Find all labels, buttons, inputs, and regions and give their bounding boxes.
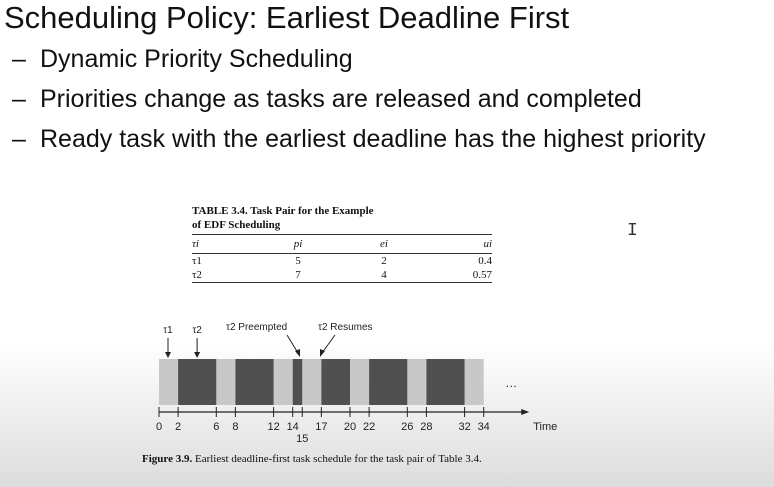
tick-label: 12	[267, 421, 279, 433]
preempted-label: τ2 Preempted	[226, 322, 287, 333]
resumes-arrowhead	[320, 349, 325, 357]
table-cell: τ1	[192, 255, 202, 267]
table-row: τ1 5 2 0.4	[192, 254, 492, 269]
tick-label: 15	[296, 433, 308, 445]
tick-label: 17	[315, 421, 327, 433]
table-header-row: τi pi ei ui	[192, 234, 492, 254]
release-label: τ2	[192, 325, 202, 336]
axis-label: Time	[533, 421, 557, 433]
table-cell: 4	[381, 269, 387, 281]
tau2-segment	[321, 359, 350, 405]
tau1-segment	[302, 359, 322, 405]
tau2-segment	[369, 359, 408, 405]
release-arrowhead	[165, 352, 171, 358]
table-cell: 5	[295, 255, 301, 267]
slide-title: Scheduling Policy: Earliest Deadline Fir…	[4, 0, 570, 35]
bullet-item: – Dynamic Priority Scheduling	[12, 42, 766, 76]
table-cell: 0.57	[472, 269, 492, 281]
table-caption-line: TABLE 3.4. Task Pair for the Example	[192, 205, 374, 217]
bullet-marker: –	[12, 85, 26, 113]
tau2-segment	[426, 359, 465, 405]
tau1-segment	[407, 359, 427, 405]
tau2-segment	[235, 359, 274, 405]
continuation-ellipsis: …	[505, 376, 517, 390]
release-arrowhead	[194, 352, 201, 358]
figure-caption: Figure 3.9. Earliest deadline-first task…	[142, 453, 482, 465]
tick-label: 0	[156, 421, 162, 433]
header-cell: τi	[192, 238, 199, 250]
tau1-segment	[159, 359, 179, 405]
bullet-marker: –	[12, 45, 26, 73]
bullet-item: – Priorities change as tasks are release…	[12, 82, 766, 116]
table-caption: TABLE 3.4. Task Pair for the Example of …	[192, 204, 492, 232]
bullet-list: – Dynamic Priority Scheduling – Prioriti…	[12, 42, 766, 162]
tick-label: 34	[478, 421, 490, 433]
table-cell: 0.4	[478, 255, 492, 267]
tau2-segment	[292, 359, 303, 405]
header-cell: pi	[293, 238, 303, 250]
tick-label: 6	[213, 421, 219, 433]
release-label: τ1	[163, 325, 173, 336]
tick-label: 20	[344, 421, 356, 433]
table-cell: 7	[295, 269, 301, 281]
tick-label: 32	[458, 421, 470, 433]
preempted-arrowhead	[295, 349, 300, 357]
table-row: τ2 7 4 0.57	[192, 268, 492, 283]
tick-label: 22	[363, 421, 375, 433]
axis-arrowhead	[521, 409, 530, 415]
bullet-marker: –	[12, 125, 26, 153]
tau1-segment	[273, 359, 293, 405]
preempted-arrow	[286, 334, 299, 354]
text-cursor-icon: I	[627, 221, 638, 241]
table-cell: 2	[381, 255, 387, 267]
tick-label: 28	[420, 421, 432, 433]
tau1-segment	[216, 359, 236, 405]
figure-caption-text: Earliest deadline-first task schedule fo…	[194, 453, 482, 465]
task-table-block: TABLE 3.4. Task Pair for the Example of …	[192, 204, 492, 283]
tau1-segment	[464, 359, 484, 405]
table-cell: τ2	[192, 269, 202, 281]
resumes-arrow	[321, 334, 336, 354]
tau2-segment	[178, 359, 217, 405]
table-caption-line: of EDF Scheduling	[192, 219, 281, 231]
tau1-segment	[350, 359, 370, 405]
tick-label: 8	[232, 421, 238, 433]
bullet-text: Ready task with the earliest deadline ha…	[40, 125, 706, 153]
bullet-text: Priorities change as tasks are released …	[40, 85, 642, 113]
header-cell: ei	[380, 238, 388, 250]
bullet-text: Dynamic Priority Scheduling	[40, 45, 353, 73]
resumes-label: τ2 Resumes	[318, 322, 373, 333]
header-cell: ui	[483, 238, 492, 250]
tick-label: 26	[401, 421, 413, 433]
tick-label: 14	[287, 421, 299, 433]
bullet-item: – Ready task with the earliest deadline …	[12, 122, 766, 156]
task-table: τi pi ei ui τ1 5 2 0.4 τ2 7 4 0.57	[192, 234, 492, 283]
tick-label: 2	[175, 421, 181, 433]
figure-label: Figure 3.9.	[142, 453, 193, 465]
